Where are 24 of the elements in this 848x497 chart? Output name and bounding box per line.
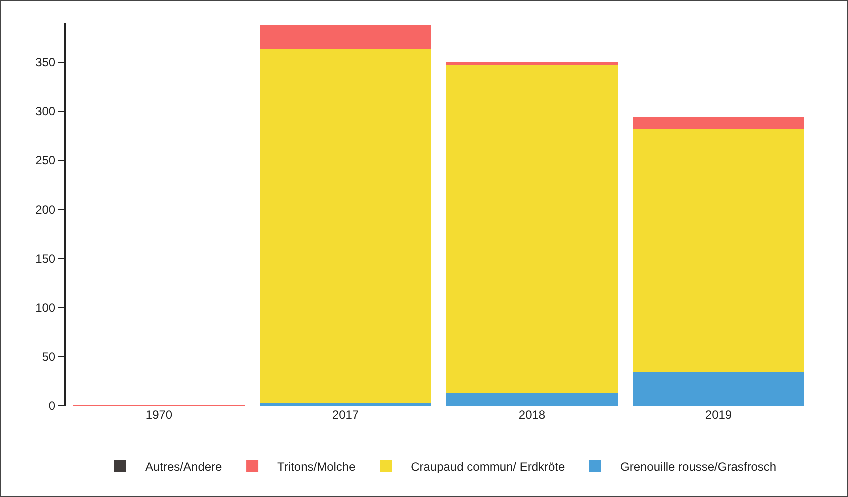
bar [446,393,618,406]
legend-label: Autres/Andere [146,460,223,474]
bar [260,50,432,404]
x-tick-label: 2019 [705,408,732,422]
y-tick-label: 0 [48,399,56,414]
bar [632,372,805,406]
legend-label: Grenouille rousse/Grasfrosch [620,460,777,474]
y-tick-label: 350 [36,55,56,70]
bar [632,117,805,130]
x-tick-label: 2017 [332,408,360,422]
bar [446,65,618,394]
x-tick-label: 2018 [518,408,546,422]
y-tick-label: 250 [36,154,56,168]
bar [260,403,432,406]
y-tick-label: 50 [42,350,56,364]
y-tick-label: 200 [36,202,56,217]
bar [260,24,432,50]
y-tick-label: 300 [36,104,56,119]
legend-label: Tritons/Molche [278,460,356,474]
x-tick-label: 1970 [146,408,173,422]
legend-label: Craupaud commun/ Erdkröte [411,460,566,474]
y-tick-label: 100 [36,300,56,315]
bar [632,129,805,373]
y-tick-label: 150 [36,252,56,266]
